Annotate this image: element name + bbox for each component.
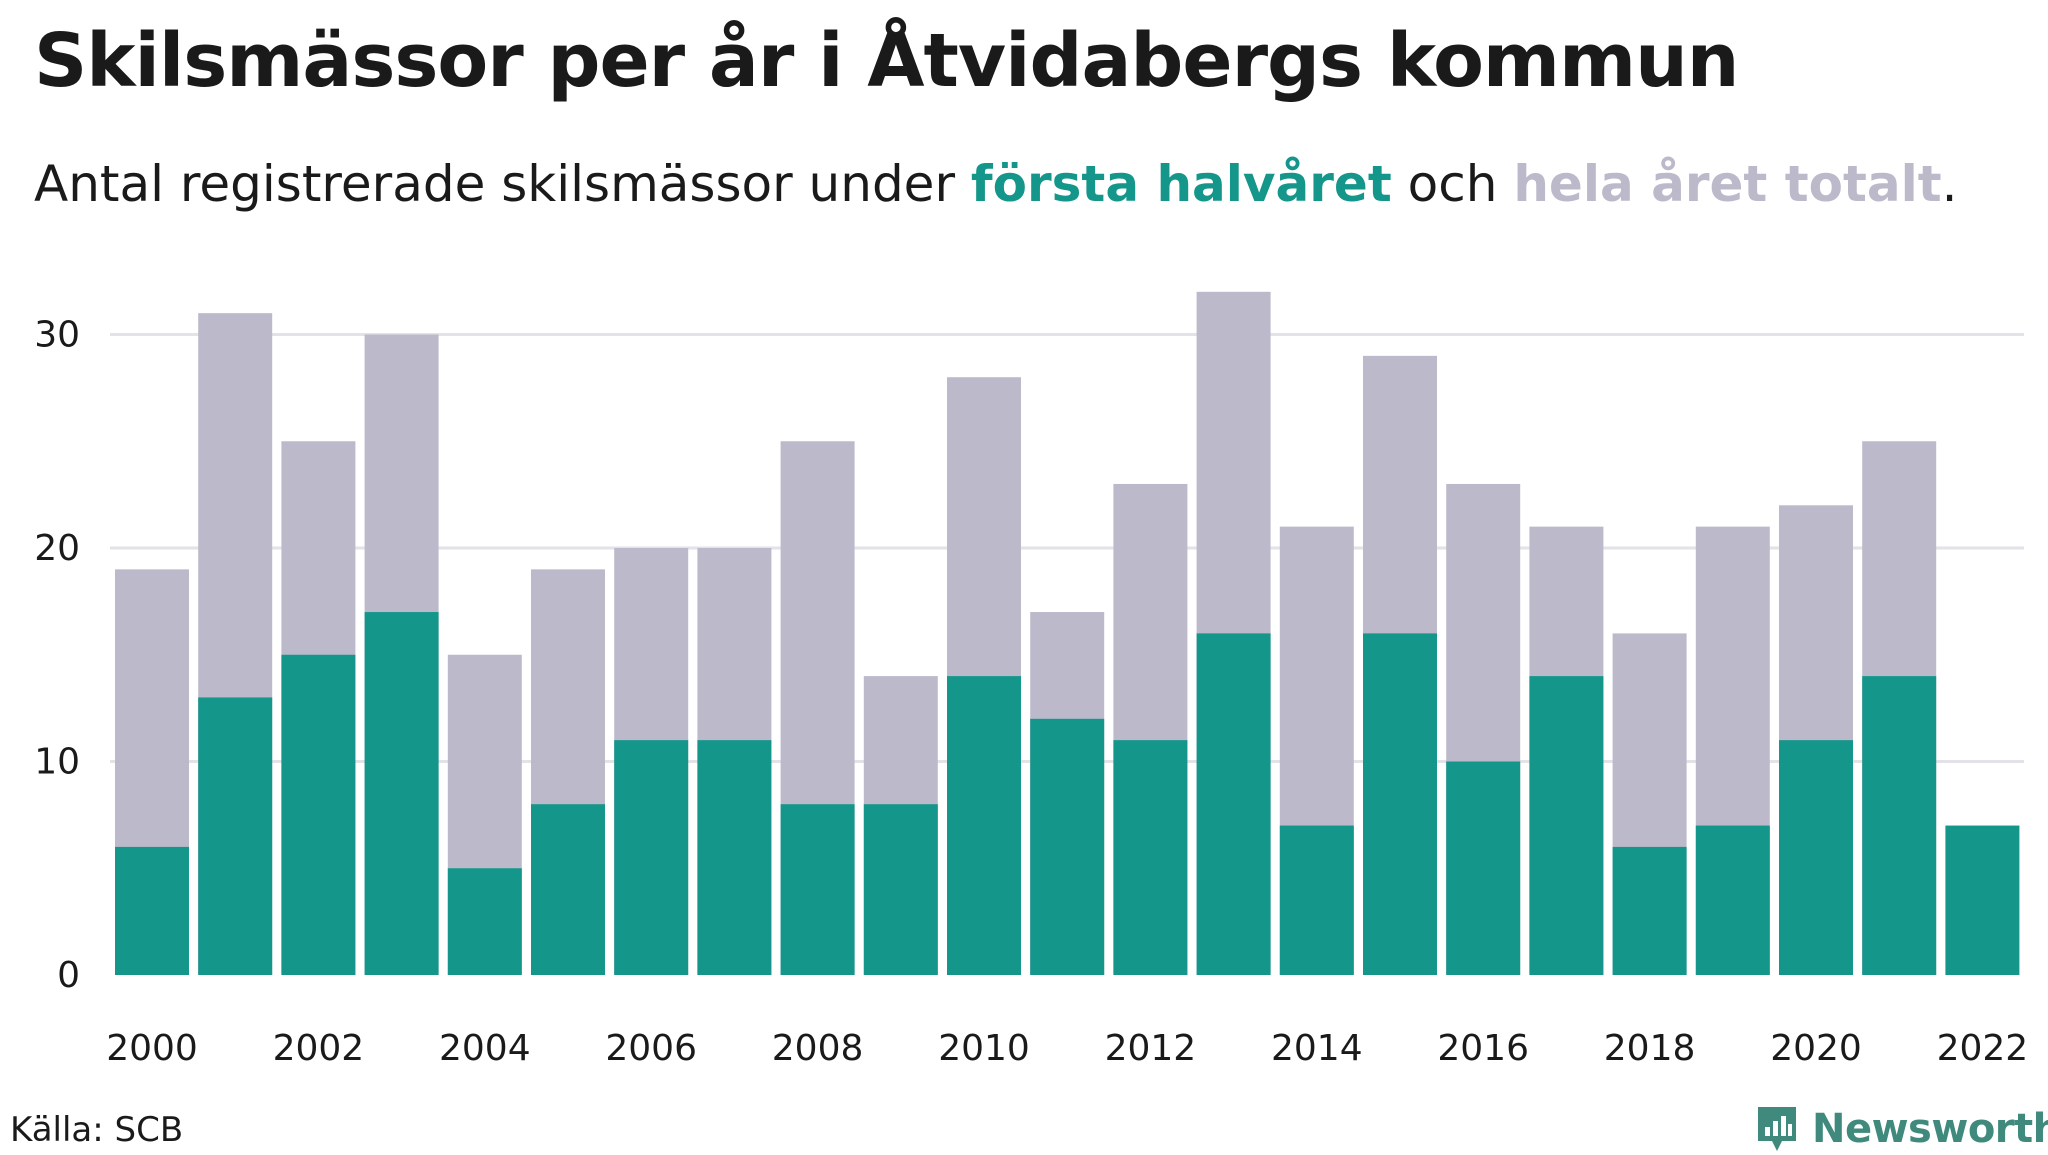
bar-first-half-2019 bbox=[1695, 825, 1770, 975]
y-tick-label: 20 bbox=[34, 528, 80, 569]
y-tick-label: 30 bbox=[34, 315, 80, 356]
chart-title: Skilsmässor per år i Åtvidabergs kommun bbox=[34, 18, 1739, 104]
brand: Newsworthy bbox=[1754, 1103, 2048, 1155]
bar-first-half-2000 bbox=[115, 846, 189, 975]
bar-chart: 0 10 20 30 2000 2002 2004 2006 2008 2010 2012 2014 2… bbox=[34, 291, 2028, 1070]
subtitle-suffix: . bbox=[1941, 155, 1958, 213]
bar-first-half-2022 bbox=[1945, 825, 2020, 975]
bar-first-half-2016 bbox=[1446, 761, 1521, 975]
bar-first-half-2018 bbox=[1612, 846, 1687, 975]
x-tick-label: 2004 bbox=[439, 1028, 531, 1069]
bar-first-half-2004 bbox=[447, 868, 522, 975]
y-tick-label: 10 bbox=[34, 742, 80, 783]
x-tick-label: 2020 bbox=[1770, 1028, 1862, 1069]
x-tick-label: 2012 bbox=[1105, 1028, 1197, 1069]
x-tick-label: 2014 bbox=[1271, 1028, 1363, 1069]
bar-first-half-2014 bbox=[1279, 825, 1354, 975]
x-tick-label: 2018 bbox=[1604, 1028, 1696, 1069]
x-tick-label: 2002 bbox=[273, 1028, 365, 1069]
subtitle-middle: och bbox=[1391, 155, 1514, 213]
bar-first-half-2017 bbox=[1529, 676, 1604, 975]
bar-first-half-2007 bbox=[697, 740, 772, 975]
chart-subtitle: Antal registrerade skilsmässor under för… bbox=[34, 155, 1958, 213]
newsworthy-logo-icon bbox=[1758, 1107, 1796, 1151]
bar-first-half-2012 bbox=[1113, 740, 1188, 975]
bar-first-half-2009 bbox=[863, 804, 938, 975]
y-tick-label: 0 bbox=[57, 955, 80, 996]
bars bbox=[115, 291, 2020, 976]
bar-first-half-2005 bbox=[531, 804, 605, 975]
brand-name: Newsworthy bbox=[1812, 1106, 2048, 1152]
subtitle-prefix: Antal registrerade skilsmässor under bbox=[34, 155, 971, 213]
bar-first-half-2002 bbox=[281, 654, 356, 975]
bar-first-half-2021 bbox=[1862, 676, 1937, 975]
bar-first-half-2001 bbox=[198, 697, 273, 975]
bar-first-half-2020 bbox=[1779, 740, 1853, 975]
axis-labels: 0 10 20 30 2000 2002 2004 2006 2008 2010 2012 2014 2… bbox=[34, 315, 2028, 1070]
x-tick-label: 2010 bbox=[938, 1028, 1030, 1069]
bar-first-half-2003 bbox=[364, 612, 439, 975]
source-label: Källa: SCB bbox=[10, 1110, 184, 1150]
x-tick-label: 2006 bbox=[605, 1028, 697, 1069]
subtitle-full-year-label: hela året totalt bbox=[1513, 155, 1942, 213]
subtitle-first-half-label: första halvåret bbox=[970, 155, 1392, 213]
bar-first-half-2013 bbox=[1196, 633, 1271, 975]
x-tick-label: 2000 bbox=[106, 1028, 198, 1069]
bar-first-half-2006 bbox=[614, 740, 689, 975]
bar-first-half-2008 bbox=[780, 804, 855, 975]
x-tick-label: 2016 bbox=[1437, 1028, 1529, 1069]
bar-first-half-2011 bbox=[1030, 718, 1105, 975]
bar-first-half-2010 bbox=[947, 676, 1021, 975]
x-tick-label: 2022 bbox=[1937, 1028, 2029, 1069]
x-tick-label: 2008 bbox=[772, 1028, 864, 1069]
bar-first-half-2015 bbox=[1363, 633, 1437, 975]
